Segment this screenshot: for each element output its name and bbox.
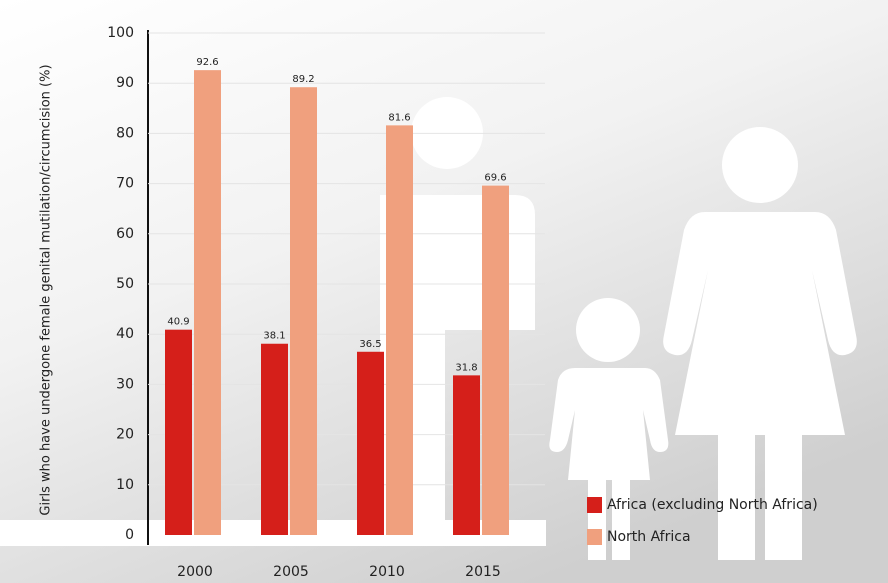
value-label: 69.6 (484, 173, 506, 184)
y-tick-label: 60 (116, 226, 134, 242)
legend-swatch (587, 529, 602, 545)
bar (290, 87, 317, 535)
legend-label: Africa (excluding North Africa) (607, 497, 818, 513)
value-label: 38.1 (263, 331, 285, 342)
y-axis-label: Girls who have undergone female genital … (39, 64, 54, 515)
y-tick-label: 0 (125, 527, 134, 543)
value-label: 81.6 (388, 112, 410, 123)
legend-swatch (587, 497, 602, 513)
y-tick-label: 20 (116, 427, 134, 443)
y-tick-label: 90 (116, 75, 134, 91)
bar (482, 185, 509, 535)
y-tick-label: 10 (116, 477, 134, 493)
y-tick-label: 100 (107, 25, 134, 41)
y-tick-label: 40 (116, 326, 134, 342)
x-tick-label: 2000 (177, 564, 213, 580)
value-label: 36.5 (359, 339, 381, 350)
x-tick-label: 2015 (465, 564, 501, 580)
legend: Africa (excluding North Africa) North Afr… (587, 497, 818, 545)
bar (194, 70, 221, 535)
y-tick-label: 80 (116, 125, 134, 141)
bar (261, 343, 288, 535)
bar (386, 125, 413, 536)
y-tick-label: 70 (116, 176, 134, 192)
value-label: 89.2 (292, 74, 314, 85)
legend-label: North Africa (607, 529, 691, 545)
y-tick-label: 30 (116, 376, 134, 392)
x-tick-label: 2010 (369, 564, 405, 580)
bar (165, 329, 192, 535)
x-tick-label: 2005 (273, 564, 309, 580)
y-tick-label: 50 (116, 276, 134, 292)
value-label: 92.6 (196, 57, 218, 68)
bar (357, 351, 384, 535)
bar (453, 375, 480, 535)
value-label: 31.8 (455, 362, 477, 373)
value-label: 40.9 (167, 317, 189, 328)
